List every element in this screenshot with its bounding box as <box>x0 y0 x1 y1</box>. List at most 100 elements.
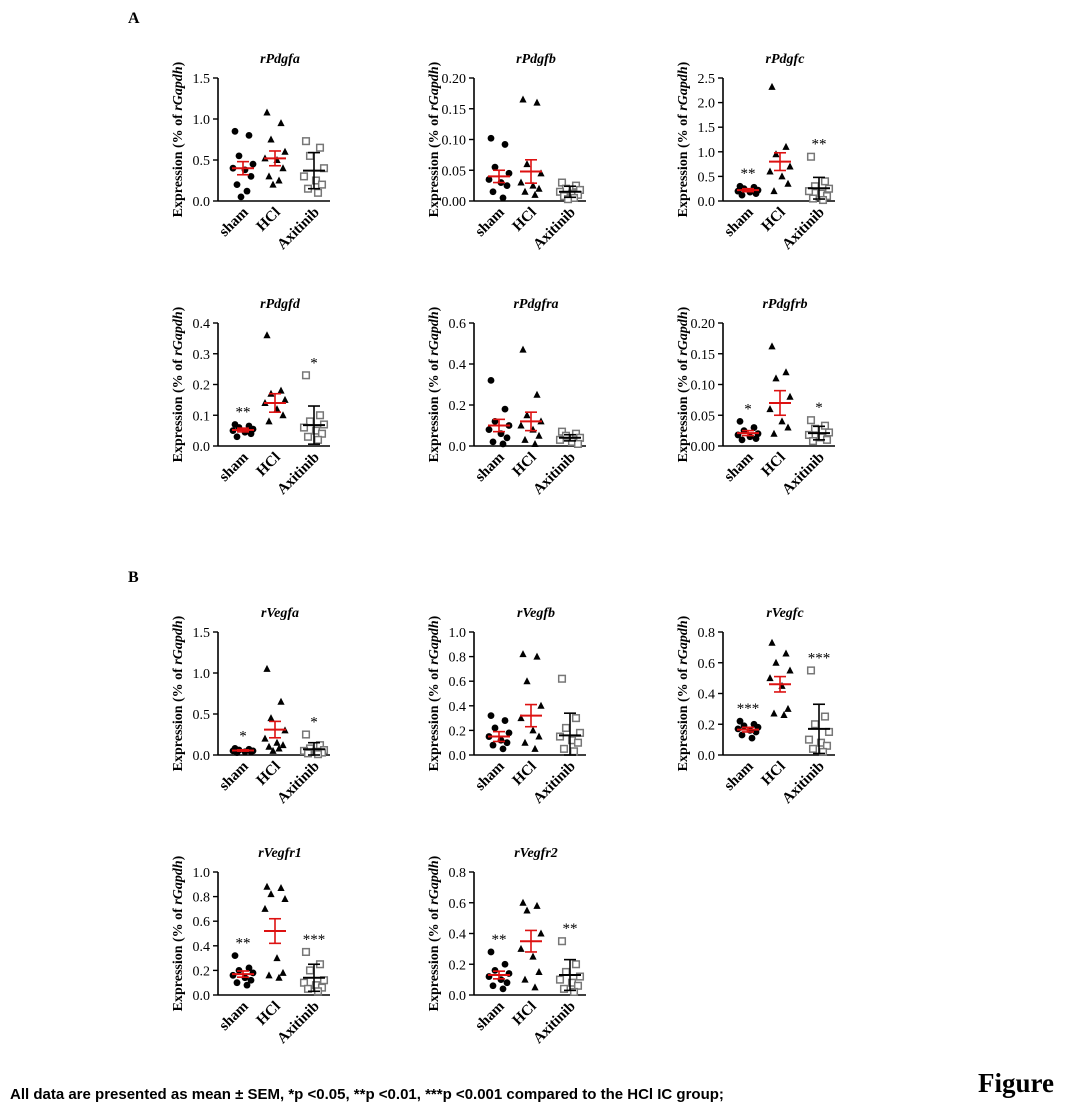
y-axis-label-paren: ) <box>676 306 691 311</box>
data-point <box>279 968 287 976</box>
data-point <box>529 726 537 734</box>
y-axis-label: Expression (% of rGapdh) <box>171 855 186 1011</box>
data-point <box>517 178 525 186</box>
data-point <box>820 712 830 721</box>
data-point <box>505 729 513 737</box>
y-axis-label: Expression (% of rGapdh) <box>171 61 186 217</box>
data-point <box>531 983 539 991</box>
x-tick-label: sham <box>472 204 508 240</box>
data-point <box>305 966 315 975</box>
data-point <box>263 664 271 672</box>
data-point <box>265 971 273 979</box>
y-tick-label: 0.1 <box>193 409 211 424</box>
data-point <box>521 187 529 195</box>
data-point <box>313 750 323 759</box>
data-point <box>778 172 786 180</box>
data-point <box>487 948 495 956</box>
data-point <box>533 98 541 106</box>
chart-rVegfr2: rVegfr2 0.0 0.2 0.4 0.6 0.8 Expression (% of r… <box>427 846 586 1047</box>
data-point <box>277 119 285 127</box>
x-tick-label: sham <box>216 758 252 794</box>
data-point <box>233 181 241 189</box>
data-point <box>557 674 567 683</box>
x-tick-label: sham <box>216 998 252 1034</box>
y-tick-label: 0.0 <box>193 440 211 455</box>
panel-label-a: A <box>128 10 140 27</box>
data-point <box>299 172 309 181</box>
data-point <box>233 433 241 441</box>
data-point <box>563 195 573 204</box>
y-tick-label: 0.0 <box>193 749 211 764</box>
data-point <box>277 883 285 891</box>
data-point <box>487 377 495 384</box>
data-point <box>531 744 539 752</box>
data-point <box>505 169 513 177</box>
data-point <box>533 390 541 398</box>
data-point <box>519 95 527 103</box>
data-point <box>531 439 539 447</box>
chart-rVegfc: rVegfc 0.0 0.2 0.4 0.6 0.8 Expression (% of rG… <box>676 606 835 807</box>
data-point <box>533 901 541 909</box>
x-tick-label: Axitinib <box>530 450 578 498</box>
data-point <box>766 167 774 175</box>
data-point <box>559 984 569 993</box>
data-point <box>808 437 818 446</box>
y-axis-label-text: Expression (% of <box>427 356 442 463</box>
panel-label-b: B <box>128 569 139 586</box>
data-point <box>784 704 792 712</box>
y-axis-label-text: Expression (% of <box>427 905 442 1012</box>
y-tick-label: 2.0 <box>698 97 716 112</box>
data-point <box>489 982 497 990</box>
data-point <box>487 134 495 142</box>
data-point <box>521 738 529 746</box>
data-point <box>786 392 794 400</box>
y-axis-label-text: Expression (% of <box>171 356 186 463</box>
y-tick-label: 0.5 <box>193 154 211 169</box>
data-point <box>535 732 543 740</box>
data-point <box>231 127 239 135</box>
x-tick-label: HCl <box>510 759 540 789</box>
data-point <box>557 937 567 946</box>
y-axis-label-gene: rGapdh <box>171 311 186 356</box>
y-tick-label: 0.15 <box>442 103 467 118</box>
y-tick-label: 0.05 <box>442 164 467 179</box>
data-point <box>503 739 511 747</box>
data-point <box>531 190 539 198</box>
data-point <box>517 421 525 429</box>
y-axis-label: Expression (% of rGapdh) <box>171 615 186 771</box>
data-point <box>281 395 289 403</box>
y-tick-label: 0.6 <box>449 675 467 690</box>
x-tick-label: sham <box>216 204 252 240</box>
y-axis-label-text: Expression (% of <box>171 665 186 772</box>
y-tick-label: 0.20 <box>691 317 716 332</box>
data-point <box>535 431 543 439</box>
data-point <box>740 722 748 730</box>
y-axis-label-text: Expression (% of <box>171 111 186 218</box>
data-point <box>537 169 545 177</box>
data-point <box>275 973 283 981</box>
x-tick-label: HCl <box>254 759 284 789</box>
significance-marker: *** <box>303 932 326 948</box>
data-point <box>231 952 239 960</box>
data-point <box>281 147 289 155</box>
data-point <box>523 906 531 914</box>
y-axis-label-gene: rGapdh <box>676 620 691 665</box>
data-point <box>750 424 758 431</box>
data-point <box>786 666 794 674</box>
data-point <box>499 194 507 202</box>
data-point <box>233 979 241 987</box>
significance-marker: ** <box>236 404 251 420</box>
y-tick-label: 0.2 <box>193 964 211 979</box>
y-axis-label: Expression (% of rGapdh) <box>676 306 691 462</box>
y-axis-label: Expression (% of rGapdh) <box>427 306 442 462</box>
data-point <box>489 438 497 446</box>
y-axis-label-paren: ) <box>171 615 186 620</box>
data-point <box>317 180 327 189</box>
y-tick-label: 0.5 <box>698 170 716 185</box>
data-point <box>808 744 818 753</box>
x-tick-label: sham <box>721 449 757 485</box>
data-point <box>555 975 565 984</box>
y-axis-label-paren: ) <box>427 615 442 620</box>
y-tick-label: 0.0 <box>449 989 467 1004</box>
